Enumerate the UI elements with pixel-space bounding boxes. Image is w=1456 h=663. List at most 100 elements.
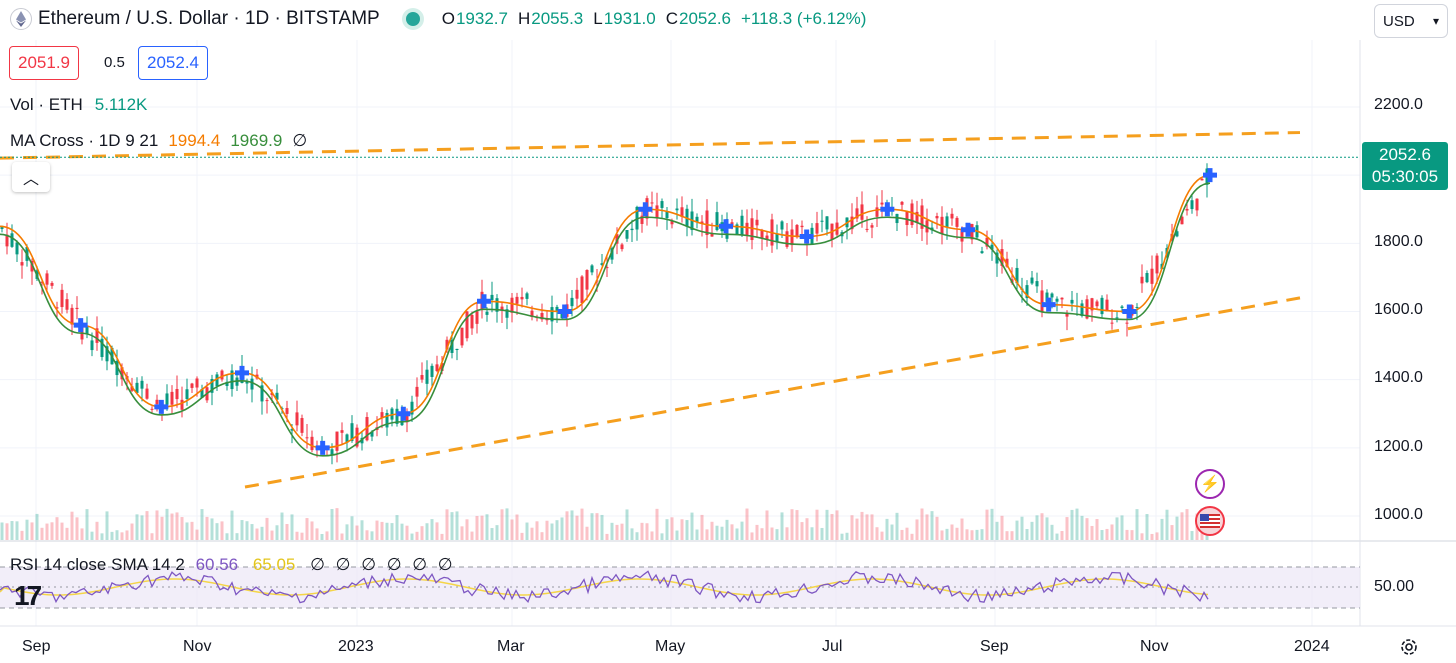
volume-bar <box>630 528 634 540</box>
volume-value: 5.112K <box>94 95 148 114</box>
volume-bar <box>170 513 174 540</box>
candle-body <box>1060 297 1064 300</box>
ma-cross-marker <box>477 294 491 309</box>
candle-body <box>40 281 44 283</box>
candle-body <box>210 378 214 393</box>
candle-body <box>510 297 514 313</box>
candle-body <box>735 224 739 235</box>
sell-button[interactable]: 2051.9 <box>9 46 79 80</box>
volume-bar <box>185 522 189 540</box>
volume-bar <box>265 517 269 540</box>
candle-body <box>175 389 179 400</box>
candle-body <box>515 296 519 304</box>
time-tick: Nov <box>183 638 212 655</box>
ma-cross-marker <box>154 399 169 414</box>
ma-cross-legend[interactable]: MA Cross · 1D 9 21 1994.4 1969.9 ∅ <box>10 131 307 151</box>
candle-body <box>290 429 294 431</box>
market-open-indicator[interactable] <box>405 12 420 26</box>
candle-body <box>275 392 279 400</box>
candle-body <box>850 216 854 230</box>
candle-body <box>140 380 144 389</box>
candle-body <box>285 408 289 414</box>
rsi-legend[interactable]: RSI 14 close SMA 14 2 60.56 65.05 ∅ ∅ ∅ … <box>10 555 456 575</box>
candle-body <box>545 318 549 321</box>
candle-body <box>995 252 999 264</box>
candle-body <box>500 306 504 311</box>
volume-bar <box>770 527 774 540</box>
volume-bar <box>245 521 249 540</box>
volume-bar <box>1145 514 1149 540</box>
volume-bar <box>160 516 164 540</box>
candle-body <box>215 374 219 387</box>
us-flag-icon <box>1200 514 1220 528</box>
candle-body <box>980 251 984 254</box>
ma-cross-marker <box>396 406 411 421</box>
volume-bar <box>225 533 229 540</box>
buy-button[interactable]: 2052.4 <box>138 46 208 80</box>
volume-bar <box>510 519 514 540</box>
volume-bar <box>425 523 429 540</box>
volume-bar <box>1130 530 1134 540</box>
volume-bar <box>5 523 9 540</box>
candle-body <box>330 449 334 456</box>
symbol-title: Ethereum / U.S. Dollar · 1D · BITSTAMP <box>38 8 380 29</box>
volume-bar <box>415 531 419 540</box>
currency-select[interactable]: USD ▾ <box>1374 4 1448 38</box>
symbol-legend[interactable]: Ethereum / U.S. Dollar · 1D · BITSTAMP O… <box>10 8 876 30</box>
volume-bar <box>165 508 169 540</box>
volume-bar <box>785 527 789 540</box>
volume-bar <box>340 533 344 540</box>
candle-body <box>695 216 699 223</box>
volume-bar <box>1095 519 1099 540</box>
volume-bar <box>1085 518 1089 540</box>
volume-bar <box>1150 533 1154 540</box>
volume-bar <box>835 510 839 540</box>
volume-bar <box>490 528 494 540</box>
collapse-legend-button[interactable]: ︿ <box>12 162 50 192</box>
volume-bar <box>1155 532 1159 540</box>
candle-body <box>185 389 189 400</box>
open-value: 1932.7 <box>455 9 508 28</box>
candle-body <box>380 412 384 419</box>
volume-bar <box>30 522 34 540</box>
candle-body <box>820 220 824 222</box>
volume-bar <box>215 523 219 540</box>
dividend-event-icon[interactable]: ⚡ <box>1195 469 1225 499</box>
volume-bar <box>1045 517 1049 540</box>
volume-bar <box>205 516 209 540</box>
candle-body <box>700 221 704 224</box>
tradingview-logo[interactable]: 17 <box>14 580 42 611</box>
volume-bar <box>1000 515 1004 540</box>
candle-body <box>780 221 784 230</box>
volume-bar <box>235 533 239 540</box>
volume-bar <box>895 512 899 540</box>
candle-body <box>625 230 629 239</box>
candle-body <box>505 309 509 318</box>
candle-body <box>915 211 919 223</box>
ma-cross-marker <box>315 440 330 455</box>
candle-body <box>630 228 634 231</box>
high-label: H <box>517 9 531 28</box>
volume-bar <box>465 519 469 540</box>
volume-bar <box>935 516 939 540</box>
candle-body <box>990 244 994 250</box>
candle-body <box>880 202 884 205</box>
candle-body <box>655 205 659 218</box>
volume-bar <box>555 520 559 540</box>
gear-icon[interactable] <box>1398 636 1420 658</box>
ma-fast-value: 1994.4 <box>168 131 221 150</box>
volume-bar <box>730 524 734 540</box>
volume-bar <box>795 510 799 540</box>
volume-bar <box>1205 533 1209 540</box>
volume-bar <box>525 522 529 540</box>
volume-bar <box>450 512 454 540</box>
volume-bar <box>980 529 984 540</box>
volume-bar <box>890 524 894 540</box>
volume-bar <box>75 517 79 540</box>
volume-bar <box>315 528 319 540</box>
volume-bar <box>365 530 369 540</box>
candle-body <box>490 294 494 301</box>
volume-legend[interactable]: Vol · ETH 5.112K <box>10 95 147 115</box>
us-flag-event-icon[interactable] <box>1195 506 1225 536</box>
